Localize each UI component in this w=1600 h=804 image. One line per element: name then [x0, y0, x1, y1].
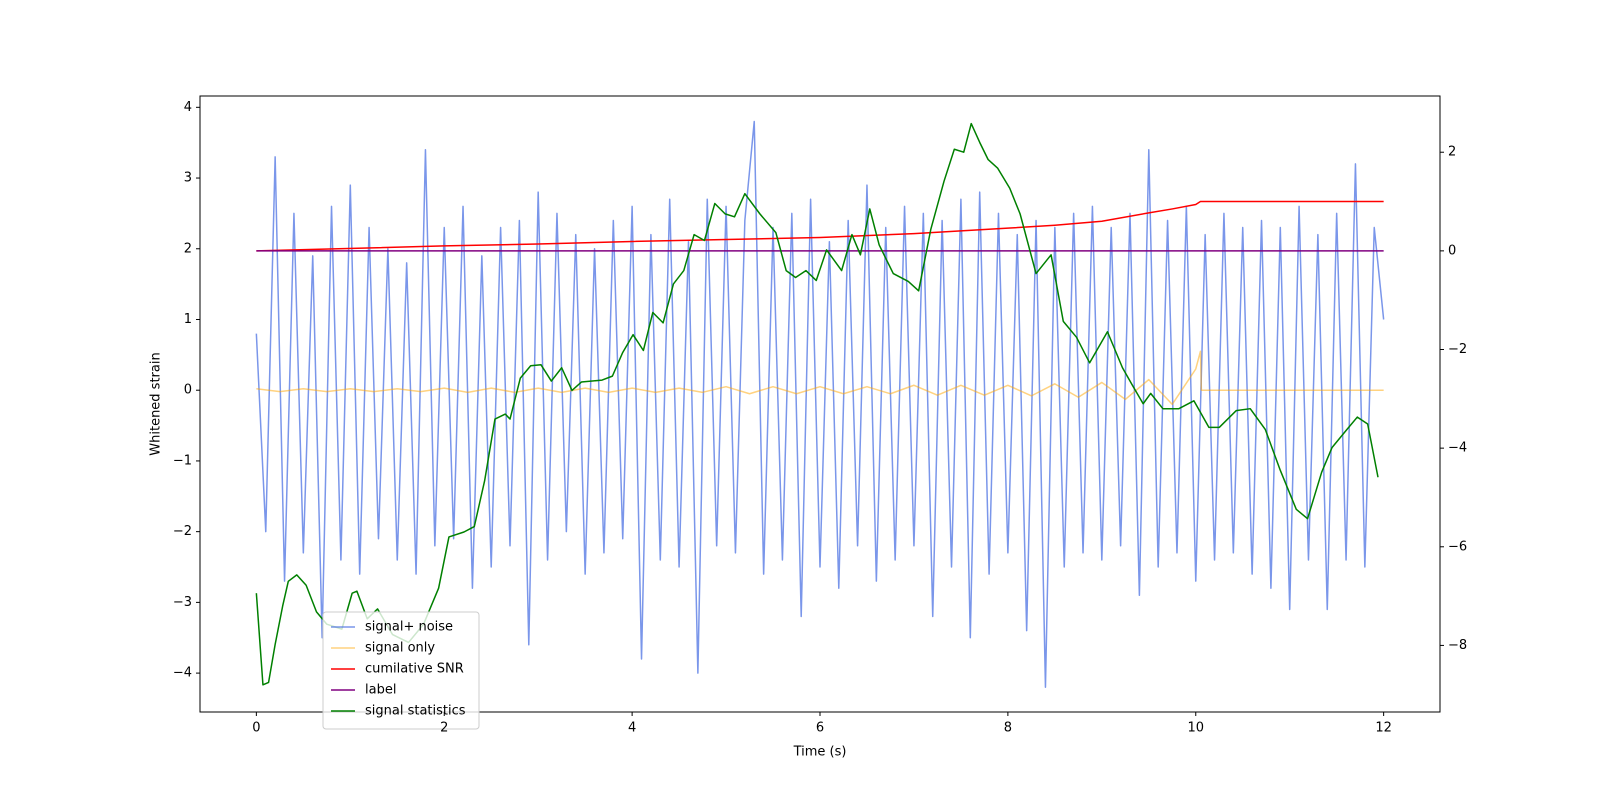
y-tick-label: 1 — [184, 312, 192, 327]
legend: signal+ noise signal only cumilative SNR la… — [322, 611, 480, 730]
y-tick-label: 0 — [184, 383, 192, 398]
x-axis-label: Time (s) — [793, 745, 847, 760]
y2-tick-label: −8 — [1448, 638, 1467, 653]
x-tick-label: 12 — [1375, 721, 1392, 736]
x-tick-label: 0 — [252, 721, 260, 736]
y-tick-label: −3 — [173, 595, 192, 610]
y-tick-label: −4 — [173, 666, 192, 681]
y-tick-label: 3 — [184, 171, 192, 186]
legend-label: signal+ noise — [365, 620, 453, 635]
legend-box — [322, 611, 480, 730]
y-axis-label: Whitened strain — [149, 352, 164, 455]
x-tick-label: 4 — [628, 721, 636, 736]
series-line — [256, 200, 1384, 252]
y2-tick-label: 2 — [1448, 145, 1456, 160]
plot-area — [255, 120, 1385, 688]
legend-label: label — [365, 683, 396, 698]
x-tick-label: 8 — [1004, 721, 1012, 736]
y2-tick-label: −6 — [1448, 539, 1467, 554]
x-tick-label: 2 — [440, 721, 448, 736]
series-line — [256, 350, 1384, 406]
y2-tick-label: −2 — [1448, 342, 1467, 357]
legend-label: cumilative SNR — [365, 662, 464, 677]
x-tick-label: 10 — [1187, 721, 1204, 736]
y-tick-label: 4 — [184, 100, 192, 115]
y-tick-label: −2 — [173, 524, 192, 539]
legend-label: signal only — [365, 641, 435, 656]
series-line — [255, 120, 1385, 688]
y2-tick-label: −4 — [1448, 441, 1467, 456]
legend-label: signal statistics — [365, 704, 466, 719]
y2-tick-label: 0 — [1448, 243, 1456, 258]
y-tick-label: −1 — [173, 453, 192, 468]
x-tick-label: 6 — [816, 721, 824, 736]
y-tick-label: 2 — [184, 241, 192, 256]
